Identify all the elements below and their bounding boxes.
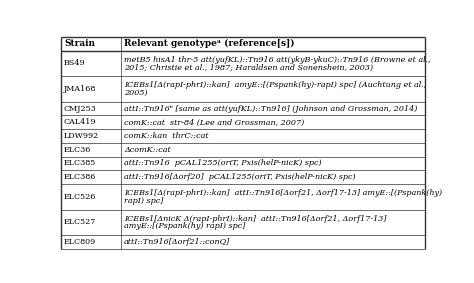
Text: attI::Tn916  pCAL1255(oriT, Pxis(helP-nicK) spc): attI::Tn916 pCAL1255(oriT, Pxis(helP-nic… bbox=[124, 159, 322, 168]
Text: amyE::[(Pspank(hy) rapI) spc]: amyE::[(Pspank(hy) rapI) spc] bbox=[124, 222, 246, 230]
Text: rapI) spc]: rapI) spc] bbox=[124, 197, 164, 205]
Text: Relevant genotypeᵃ (reference[s]): Relevant genotypeᵃ (reference[s]) bbox=[124, 39, 294, 48]
Text: ICEBs1[Δ(rapI-phrI)::kan]  amyE::[(Pspank(hy)-rapI) spc] (Auchtung et al.,: ICEBs1[Δ(rapI-phrI)::kan] amyE::[(Pspank… bbox=[124, 81, 426, 89]
Text: ELC527: ELC527 bbox=[64, 218, 96, 226]
Text: attI::Tn916[Δorf20]  pCAL1255(oriT, Pxis(helP-nicK) spc): attI::Tn916[Δorf20] pCAL1255(oriT, Pxis(… bbox=[124, 173, 356, 181]
Text: ELC526: ELC526 bbox=[64, 193, 96, 201]
Text: 2005): 2005) bbox=[124, 89, 147, 97]
Text: ELC385: ELC385 bbox=[64, 159, 96, 168]
Text: CMJ253: CMJ253 bbox=[64, 105, 97, 113]
Text: ELC386: ELC386 bbox=[64, 173, 96, 181]
Text: metB5 hisA1 thr-5 att(yufKL)::Tn916 att(ykyB-ykuC)::Tn916 (Browne et al.,: metB5 hisA1 thr-5 att(yufKL)::Tn916 att(… bbox=[124, 56, 430, 64]
Text: comK::cat  str-84 (Lee and Grossman, 2007): comK::cat str-84 (Lee and Grossman, 2007… bbox=[124, 118, 304, 126]
Text: JMA168: JMA168 bbox=[64, 85, 96, 93]
Text: attI::Tn916[Δorf21::conQ]: attI::Tn916[Δorf21::conQ] bbox=[124, 238, 230, 246]
Text: attI::Tn916ᵇ [same as att(yufKL)::Tn916] (Johnson and Grossman, 2014): attI::Tn916ᵇ [same as att(yufKL)::Tn916]… bbox=[124, 105, 418, 113]
Text: ICEBs1[ΔnicK Δ(rapI-phrI)::kan]  attI::Tn916[Δorf21, Δorf17-13]: ICEBs1[ΔnicK Δ(rapI-phrI)::kan] attI::Tn… bbox=[124, 215, 386, 222]
Text: Strain: Strain bbox=[64, 39, 95, 48]
Text: ELC36: ELC36 bbox=[64, 146, 91, 154]
Text: BS49: BS49 bbox=[64, 59, 85, 67]
Text: LDW992: LDW992 bbox=[64, 132, 99, 140]
Text: ELC809: ELC809 bbox=[64, 238, 96, 246]
Text: CAL419: CAL419 bbox=[64, 118, 96, 126]
Text: ΔcomK::cat: ΔcomK::cat bbox=[124, 146, 171, 154]
Text: 2015; Christie et al., 1987; Haraldsen and Sonenshein, 2003): 2015; Christie et al., 1987; Haraldsen a… bbox=[124, 63, 373, 71]
Text: comK::kan  thrC::cat: comK::kan thrC::cat bbox=[124, 132, 209, 140]
Text: ICEBs1[Δ(rapI-phrI)::kan]  attI::Tn916[Δorf21, Δorf17-13] amyE::[(Pspank(hy): ICEBs1[Δ(rapI-phrI)::kan] attI::Tn916[Δo… bbox=[124, 189, 442, 197]
